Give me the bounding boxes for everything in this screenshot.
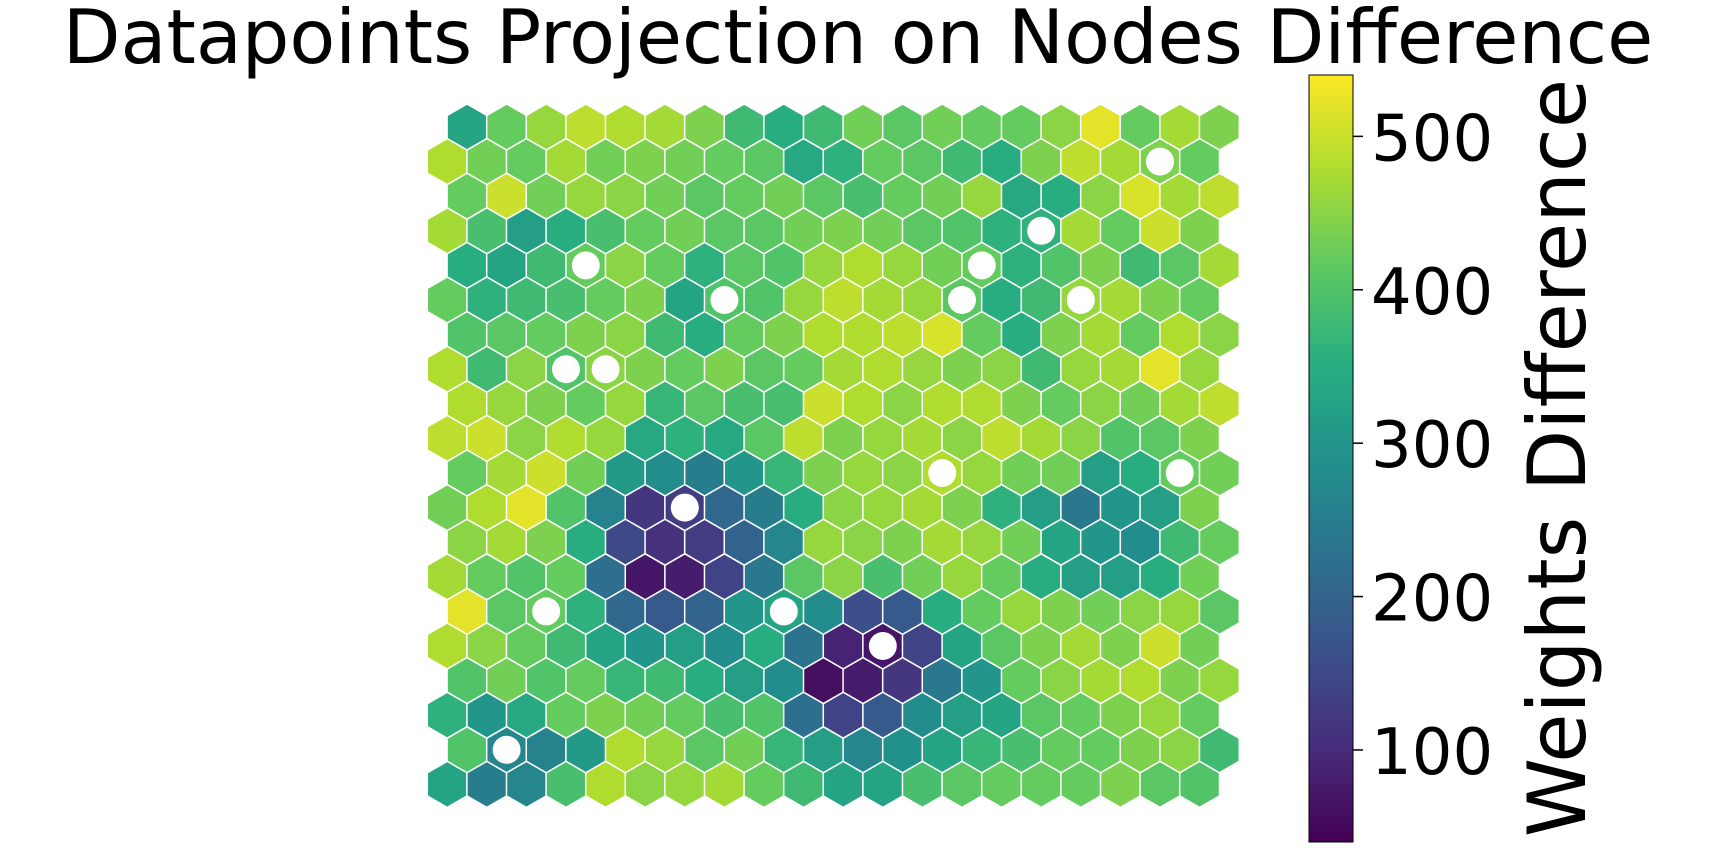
datapoint-marker: [1165, 459, 1194, 487]
chart-title: Datapoints Projection on Nodes Differenc…: [63, 0, 1654, 81]
datapoint-marker: [670, 493, 699, 522]
datapoint-marker: [1027, 216, 1056, 245]
datapoint-marker: [769, 597, 798, 626]
datapoint-markers: [492, 147, 1194, 764]
hex-cell: [1178, 760, 1221, 809]
datapoint-marker: [591, 355, 620, 384]
colorbar: 100 200 300 400 500 Weights Difference: [1308, 74, 1604, 843]
datapoint-marker: [967, 251, 996, 280]
colorbar-tick-label: 100: [1371, 716, 1493, 790]
colorbar-ticks: 100 200 300 400 500: [1353, 102, 1493, 790]
colorbar-tick-label: 500: [1371, 102, 1493, 176]
datapoint-marker: [532, 597, 561, 626]
colorbar-tick-label: 300: [1371, 409, 1493, 483]
datapoint-marker: [928, 459, 957, 487]
colorbar-gradient: [1308, 74, 1354, 843]
hex-grid: [426, 103, 1241, 809]
datapoint-marker: [1146, 147, 1174, 176]
datapoint-marker: [868, 632, 897, 660]
datapoint-marker: [710, 286, 739, 314]
datapoint-marker: [552, 355, 580, 384]
datapoint-marker: [571, 251, 600, 280]
datapoint-marker: [1066, 286, 1095, 314]
colorbar-label: Weights Difference: [1511, 79, 1604, 837]
colorbar-tick-label: 200: [1371, 563, 1493, 637]
datapoint-marker: [948, 286, 976, 314]
datapoint-marker: [492, 735, 521, 764]
colorbar-tick-label: 400: [1371, 256, 1493, 330]
